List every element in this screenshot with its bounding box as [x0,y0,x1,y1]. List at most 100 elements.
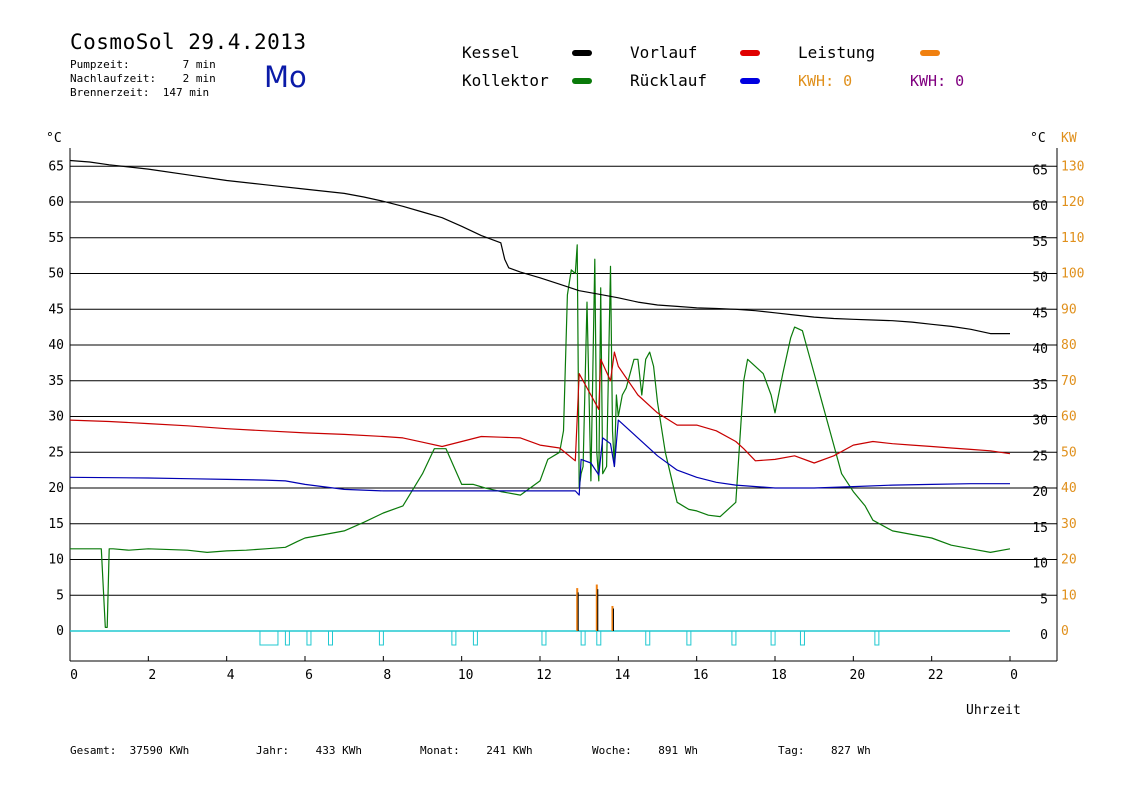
y-left-tick: 25 [48,445,64,460]
y-kw-tick: 70 [1061,374,1077,389]
y-right-tick: 50 [1032,271,1048,286]
x-tick: 12 [536,668,552,683]
y-right-tick: 20 [1032,485,1048,500]
y-left-tick: 15 [48,517,64,532]
y-kw-tick: 40 [1061,481,1077,496]
y-left-tick: 45 [48,302,64,317]
y-right-tick: 15 [1032,521,1048,536]
y-kw-tick: 110 [1061,231,1084,246]
x-axis-label: Uhrzeit [966,703,1021,718]
pump-marker [580,630,586,646]
pump-markers [70,630,1010,646]
legend-kollektor-swatch [572,78,592,84]
x-tick: 14 [615,668,631,683]
y-kw-tick: 80 [1061,338,1077,353]
y-right-tick: 25 [1032,449,1048,464]
footer-tag: Tag: 827 Wh [778,744,871,757]
x-tick: 8 [383,668,391,683]
pump-marker [451,630,457,646]
y-left-tick: 65 [48,159,64,174]
x-tick: 20 [850,668,866,683]
pump-marker [328,630,333,646]
series-kessel [69,159,1010,335]
brennerzeit-text: Brennerzeit: 147 min [70,86,210,99]
pump-marker [378,630,384,646]
series-lines [69,159,1011,629]
y-right-tick: 30 [1032,414,1048,429]
legend-ruecklauf-swatch [740,78,760,84]
y-right-unit: °C [1030,131,1046,146]
legend-kollektor-label: Kollektor [462,71,549,90]
y-left-unit: °C [46,131,62,146]
x-tick: 6 [305,668,313,683]
pump-marker [472,630,478,646]
y-kw-tick: 130 [1061,159,1084,174]
kwh-purple-label: KWH: 0 [910,72,965,90]
y-kw-tick: 20 [1061,553,1077,568]
y-right-tick: 10 [1032,557,1048,572]
leistung-bars [576,584,614,631]
pump-marker [596,630,602,646]
y-right-tick: 45 [1032,306,1048,321]
y-kw-tick: 60 [1061,410,1077,425]
footer-gesamt: Gesamt: 37590 KWh [70,744,190,757]
y-kw-tick: 30 [1061,517,1077,532]
pump-marker [259,630,279,646]
y-left-tick: 60 [48,195,64,210]
y-left-tick: 50 [48,267,64,282]
grid-lines [70,165,1057,596]
y-right-tick: 5 [1040,592,1048,607]
y-kw-tick: 90 [1061,302,1077,317]
y-left-tick: 30 [48,410,64,425]
x-tick: 0 [70,668,78,683]
legend-vorlauf-swatch [740,50,760,56]
y-left-tick: 20 [48,481,64,496]
footer-woche: Woche: 891 Wh [592,744,698,757]
legend-leistung-swatch [920,50,940,56]
x-tick: 18 [771,668,787,683]
axes [69,148,1058,662]
y-left-tick: 35 [48,374,64,389]
pump-marker [770,630,776,646]
pump-marker [731,630,737,646]
nachlaufzeit-text: Nachlaufzeit: 2 min [70,72,216,85]
y-kw-tick: 100 [1061,267,1084,282]
pump-marker [874,630,880,646]
y-kw-tick: 120 [1061,195,1084,210]
pumpzeit-text: Pumpzeit: 7 min [70,58,216,71]
y-kw-tick: 0 [1061,624,1069,639]
weekday-label: Mo [264,60,307,94]
y-left-tick: 0 [56,624,64,639]
legend-vorlauf-label: Vorlauf [630,43,698,62]
x-tick: 22 [928,668,944,683]
pump-marker [686,630,692,646]
y-right-tick: 55 [1032,235,1048,250]
pump-marker [541,630,547,646]
pump-marker [284,630,290,646]
series-vorlauf [69,351,1011,464]
legend-kessel-swatch [572,50,592,56]
y-left-tick: 5 [56,588,64,603]
kwh-orange-label: KWH: 0 [798,72,853,90]
series-ruecklauf [69,419,1010,496]
pump-marker [306,630,312,646]
y-left-tick: 40 [48,338,64,353]
x-tick: 2 [148,668,156,683]
y-right-tick: 35 [1032,378,1048,393]
series-kollektor [70,244,1011,629]
legend-ruecklauf-label: Rücklauf [630,71,708,90]
y-kw-tick: 50 [1061,445,1077,460]
pump-marker [645,630,651,646]
y-left-tick: 55 [48,231,64,246]
y-left-tick: 10 [48,553,64,568]
legend-kessel-label: Kessel [462,43,520,62]
y-right-tick: 60 [1032,199,1048,214]
footer-jahr: Jahr: 433 KWh [256,744,362,757]
y-right-tick: 0 [1040,628,1048,643]
y-right-tick: 40 [1032,342,1048,357]
y-right2-unit: KW [1061,131,1077,146]
legend-leistung-label: Leistung [798,43,876,62]
